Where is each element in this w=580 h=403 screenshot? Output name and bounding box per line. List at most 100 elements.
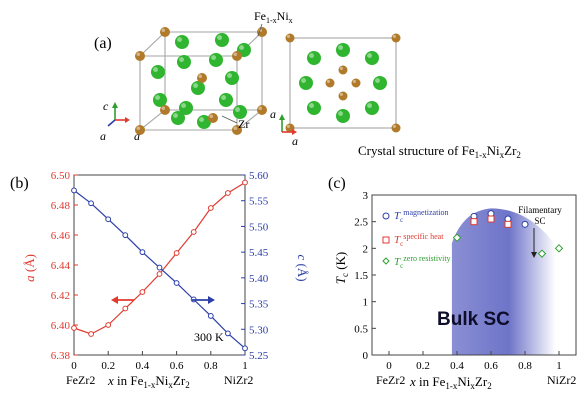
- feni-atom: [391, 123, 401, 133]
- feni-atom: [160, 105, 170, 115]
- x-end-left-c: FeZr2: [376, 373, 405, 387]
- axis-a-label-4: a: [292, 134, 298, 148]
- data-point-a: [156, 271, 163, 277]
- unit-cell-3d-atoms: [135, 27, 267, 135]
- x-axis-ticks-b: 0 0.2 0.4 0.6 0.8 1: [71, 351, 248, 372]
- filamentary-label: Filamentary SC: [518, 205, 562, 226]
- zr-atom: [233, 105, 247, 119]
- zr-atom: [365, 101, 379, 115]
- data-point-a: [139, 289, 146, 295]
- data-point-c: [122, 232, 129, 239]
- zr-atom-highlight: [153, 67, 158, 73]
- panel-b: (b) 6.38 6.40 6.42 6.44 6.46 6.48 6.50 5.25 5.3…: [10, 170, 310, 390]
- zr-atom-highlight: [199, 117, 204, 123]
- x-tick-label: 0: [71, 360, 77, 372]
- data-point-c: [105, 216, 112, 223]
- feni-atom: [197, 73, 207, 83]
- y-right-tick-label: 5.60: [249, 170, 269, 182]
- x-tick-label: 1: [556, 360, 562, 372]
- y-left-tick-label: 6.46: [51, 230, 71, 242]
- axis-a-label-2: a: [134, 129, 140, 143]
- y-tick-label: 3: [363, 190, 369, 202]
- zr-atom: [336, 109, 350, 123]
- y-label-c: Tc (K): [333, 252, 350, 285]
- x-tick-label: 0.8: [204, 360, 218, 372]
- y-left-tick-label: 6.48: [51, 200, 71, 212]
- feni-atom-highlight: [198, 74, 202, 78]
- data-point-c: [225, 330, 231, 337]
- y-right-tick-label: 5.55: [249, 196, 269, 208]
- feni-atom: [325, 78, 335, 88]
- data-point-c: [156, 264, 163, 271]
- feni-atom: [160, 27, 170, 37]
- feni-atom-highlight: [233, 126, 237, 130]
- y-right-tick-label: 5.30: [249, 324, 269, 336]
- panel-a: (a) Fe1-xNix Zr c a a: [94, 9, 521, 160]
- data-point-a: [173, 250, 180, 256]
- feni-atom: [135, 125, 145, 135]
- x-tick-label: 0.6: [170, 360, 184, 372]
- y-left-tick-label: 6.50: [51, 170, 71, 182]
- zr-atom-highlight: [309, 103, 314, 109]
- x-tick-label: 0.4: [450, 360, 464, 372]
- data-point-specific-heat: [487, 215, 495, 223]
- zr-atom-highlight: [338, 45, 343, 50]
- zr-atom-highlight: [173, 113, 178, 119]
- feni-pointer: [257, 23, 263, 37]
- zr-atom: [153, 93, 167, 107]
- feni-atom-highlight: [136, 126, 140, 130]
- y-left-tick-label: 6.42: [51, 290, 70, 302]
- zr-atom: [209, 53, 223, 67]
- feni-atom-highlight: [136, 52, 140, 56]
- feni-atom: [338, 91, 348, 101]
- filamentary-arrow: [531, 228, 537, 258]
- zr-atom: [299, 76, 313, 90]
- feni-atom: [391, 33, 401, 43]
- legend-zero-resistivity: Tczero resistivity: [394, 254, 451, 270]
- zr-atom: [151, 65, 165, 79]
- data-point-c: [71, 187, 77, 194]
- data-point-specific-heat: [470, 218, 478, 226]
- y-right-tick-label: 5.45: [249, 247, 269, 259]
- zr-atom: [171, 111, 185, 125]
- feni-atom-highlight: [286, 124, 290, 128]
- zr-atom-highlight: [367, 53, 372, 58]
- y-right-tick-label: 5.40: [249, 273, 269, 285]
- data-point-zero-resistivity: [452, 233, 462, 242]
- panel-c-label: (c): [328, 175, 346, 192]
- data-point-specific-heat: [504, 220, 512, 228]
- zr-atom: [215, 33, 229, 47]
- left-axis-ticks-b: 6.38 6.40 6.42 6.44 6.46 6.48 6.50: [51, 170, 78, 362]
- data-point-zero-resistivity: [537, 249, 547, 258]
- panel-a-label: (a): [94, 35, 112, 52]
- zr-atom-highlight: [227, 73, 232, 79]
- feni-atom: [232, 51, 242, 61]
- y-left-label-b: a (Å): [22, 254, 37, 282]
- axis-triad-3d: c a a: [100, 99, 140, 143]
- x-end-left-b: FeZr2: [66, 373, 95, 387]
- y-right-tick-label: 5.50: [249, 221, 269, 233]
- y-right-tick-label: 5.25: [249, 350, 269, 362]
- zr-atom-highlight: [375, 78, 380, 84]
- panel-c: (c) 00.511.522.53 0 0.2 0.4 0.6 0.8 1 Tc (K) …: [328, 175, 577, 391]
- x-tick-label: 0.2: [416, 360, 430, 372]
- zr-atom: [307, 101, 321, 115]
- data-point-c: [139, 249, 146, 256]
- zr-atom-highlight: [217, 35, 222, 40]
- y-right-tick-label: 5.35: [249, 299, 269, 311]
- axis-triad-2d: a a: [270, 107, 298, 148]
- bulk-sc-label: Bulk SC: [437, 309, 510, 330]
- zr-atom-highlight: [177, 37, 182, 42]
- data-point-a: [122, 305, 129, 312]
- feni-atom-highlight: [258, 106, 262, 110]
- zr-atom: [373, 76, 387, 90]
- y-tick-label: 1.5: [354, 270, 368, 282]
- x-tick-label: 0.8: [518, 360, 532, 372]
- y-tick-label: 1: [363, 297, 369, 309]
- points-c: [452, 210, 564, 258]
- feni-atom-highlight: [339, 66, 343, 71]
- feni-atom-highlight: [339, 92, 343, 97]
- unit-cell-2d-atoms: [285, 33, 401, 133]
- y-left-tick-label: 6.40: [51, 320, 71, 332]
